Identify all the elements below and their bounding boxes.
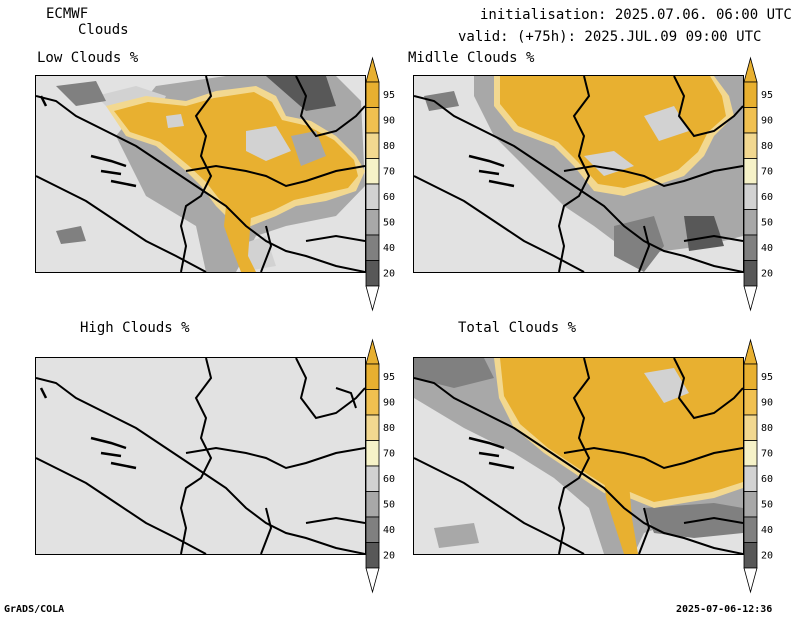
colorbar-segment-20 [743, 542, 758, 569]
total-clouds-map [413, 357, 744, 555]
colorbar-label-80: 80 [761, 423, 773, 434]
colorbar-top-arrow [743, 56, 758, 83]
colorbar-label-40: 40 [383, 243, 395, 254]
colorbar-segment-90 [365, 389, 380, 416]
valid-time: valid: (+75h): 2025.JUL.09 09:00 UTC [458, 29, 762, 45]
colorbar-bottom-arrow [365, 285, 380, 312]
middle-clouds-title: Midlle Clouds % [408, 50, 535, 66]
colorbar-label-80: 80 [383, 423, 395, 434]
colorbar-segment-70 [743, 440, 758, 467]
colorbar-label-70: 70 [383, 166, 395, 177]
colorbar-label-95: 95 [761, 90, 773, 101]
colorbar-segment-90 [743, 389, 758, 416]
total-clouds-colorbar: 95 90 80 70 60 50 40 20 [740, 338, 780, 594]
colorbar-label-50: 50 [383, 217, 395, 228]
total-clouds-title: Total Clouds % [458, 320, 577, 336]
high-clouds-map [35, 357, 366, 555]
high-clouds-title: High Clouds % [80, 320, 190, 336]
colorbar-bottom-arrow [743, 285, 758, 312]
colorbar-segment-95 [365, 363, 380, 390]
colorbar-label-50: 50 [761, 499, 773, 510]
product-label: Clouds [78, 22, 129, 38]
footer-right: 2025-07-06-12:36 [676, 604, 773, 615]
colorbar-segment-60 [743, 465, 758, 492]
colorbar-label-70: 70 [761, 448, 773, 459]
colorbar-segment-95 [365, 81, 380, 108]
colorbar-label-20: 20 [761, 550, 773, 561]
colorbar-label-95: 95 [383, 90, 395, 101]
colorbar-label-90: 90 [761, 397, 773, 408]
low-clouds-colorbar: 95 90 80 70 60 50 40 20 [362, 56, 402, 312]
model-label: ECMWF [46, 6, 89, 22]
colorbar-bottom-arrow [365, 567, 380, 594]
colorbar-segment-50 [743, 491, 758, 518]
colorbar-label-90: 90 [383, 115, 395, 126]
colorbar-segment-40 [365, 234, 380, 261]
colorbar-segment-80 [365, 132, 380, 159]
colorbar-segment-95 [743, 363, 758, 390]
colorbar-segment-80 [743, 414, 758, 441]
high-clouds-colorbar: 95 90 80 70 60 50 40 20 [362, 338, 402, 594]
colorbar-segment-80 [365, 414, 380, 441]
colorbar-label-90: 90 [383, 397, 395, 408]
colorbar-label-60: 60 [383, 474, 395, 485]
colorbar-segment-20 [365, 542, 380, 569]
colorbar-segment-90 [743, 107, 758, 134]
colorbar-segment-20 [743, 260, 758, 287]
colorbar-label-60: 60 [761, 474, 773, 485]
colorbar-segment-60 [743, 183, 758, 210]
colorbar-label-70: 70 [383, 448, 395, 459]
colorbar-top-arrow [365, 338, 380, 365]
colorbar-label-40: 40 [383, 525, 395, 536]
colorbar-label-50: 50 [383, 499, 395, 510]
colorbar-label-40: 40 [761, 525, 773, 536]
colorbar-label-50: 50 [761, 217, 773, 228]
middle-clouds-colorbar: 95 90 80 70 60 50 40 20 [740, 56, 780, 312]
colorbar-segment-20 [365, 260, 380, 287]
colorbar-segment-70 [365, 440, 380, 467]
colorbar-label-20: 20 [383, 268, 395, 279]
colorbar-segment-95 [743, 81, 758, 108]
colorbar-segment-40 [743, 234, 758, 261]
colorbar-label-60: 60 [383, 192, 395, 203]
colorbar-segment-50 [743, 209, 758, 236]
colorbar-segment-70 [365, 158, 380, 185]
colorbar-label-20: 20 [761, 268, 773, 279]
colorbar-top-arrow [365, 56, 380, 83]
footer-left: GrADS/COLA [4, 604, 65, 615]
low-clouds-map [35, 75, 366, 273]
colorbar-label-70: 70 [761, 166, 773, 177]
init-time: initialisation: 2025.07.06. 06:00 UTC [480, 7, 792, 23]
colorbar-label-95: 95 [383, 372, 395, 383]
colorbar-label-60: 60 [761, 192, 773, 203]
colorbar-segment-60 [365, 465, 380, 492]
colorbar-bottom-arrow [743, 567, 758, 594]
colorbar-label-80: 80 [383, 141, 395, 152]
colorbar-label-20: 20 [383, 550, 395, 561]
colorbar-segment-50 [365, 209, 380, 236]
low-clouds-title: Low Clouds % [37, 50, 139, 66]
colorbar-segment-40 [743, 516, 758, 543]
colorbar-label-40: 40 [761, 243, 773, 254]
middle-clouds-map [413, 75, 744, 273]
colorbar-segment-40 [365, 516, 380, 543]
colorbar-segment-90 [365, 107, 380, 134]
colorbar-segment-50 [365, 491, 380, 518]
colorbar-segment-80 [743, 132, 758, 159]
colorbar-segment-70 [743, 158, 758, 185]
colorbar-label-90: 90 [761, 115, 773, 126]
colorbar-label-80: 80 [761, 141, 773, 152]
colorbar-top-arrow [743, 338, 758, 365]
colorbar-label-95: 95 [761, 372, 773, 383]
colorbar-segment-60 [365, 183, 380, 210]
